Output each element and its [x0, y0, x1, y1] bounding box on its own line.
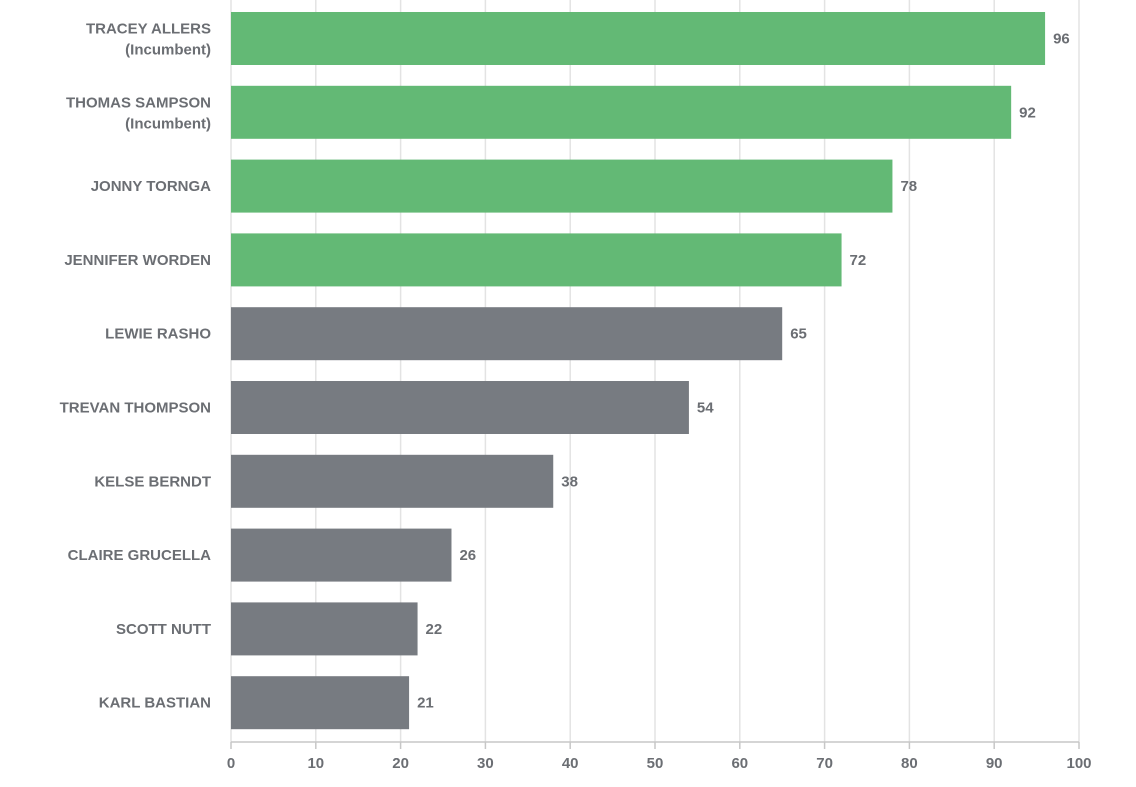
value-labels: 96 92 78 72 65 54 38 26 22 21	[417, 31, 1070, 712]
x-tick-label: 10	[307, 755, 324, 772]
x-tick-label: 20	[392, 755, 409, 772]
bar	[231, 528, 452, 582]
category-note: (Incumbent)	[125, 42, 211, 59]
category-label: TREVAN THOMPSON	[60, 400, 211, 417]
category-labels: TRACEY ALLERS (Incumbent) THOMAS SAMPSON (I…	[60, 21, 212, 712]
data-label: 21	[417, 695, 434, 712]
data-label: 65	[790, 326, 807, 343]
category-label: KARL BASTIAN	[99, 695, 211, 712]
category-label: JONNY TORNGA	[91, 178, 211, 195]
x-tick-label: 50	[647, 755, 664, 772]
category-label: THOMAS SAMPSON	[66, 94, 211, 111]
data-label: 96	[1053, 31, 1070, 48]
x-tick-label: 90	[986, 755, 1003, 772]
x-tick-label: 30	[477, 755, 494, 772]
category-label: CLAIRE GRUCELLA	[68, 547, 211, 564]
bar	[231, 12, 1046, 65]
category-label: SCOTT NUTT	[116, 621, 211, 638]
x-tick-label: 80	[901, 755, 918, 772]
data-label: 22	[426, 621, 443, 638]
x-tick-label: 0	[227, 755, 235, 772]
x-tick-label: 70	[816, 755, 833, 772]
bar	[231, 307, 783, 361]
category-label: KELSE BERNDT	[94, 473, 211, 490]
bar	[231, 159, 893, 213]
bar	[231, 381, 689, 434]
bar	[231, 602, 418, 656]
data-label: 78	[900, 178, 917, 195]
data-label: 26	[459, 547, 476, 564]
data-label: 92	[1019, 104, 1036, 121]
data-label: 72	[850, 252, 867, 269]
x-axis: 0 10 20 30 40 50 60 70 80 90 100	[227, 741, 1092, 772]
bars	[231, 12, 1046, 730]
x-tick-label: 60	[731, 755, 748, 772]
x-tick-label: 100	[1066, 755, 1091, 772]
bar	[231, 233, 842, 287]
category-label: LEWIE RASHO	[105, 326, 211, 343]
x-tick-label: 40	[562, 755, 579, 772]
category-note: (Incumbent)	[125, 115, 211, 132]
category-label: TRACEY ALLERS	[86, 21, 211, 38]
data-label: 38	[561, 473, 578, 490]
category-label: JENNIFER WORDEN	[64, 252, 211, 269]
data-label: 54	[697, 400, 714, 417]
bar	[231, 676, 410, 730]
bar	[231, 85, 1012, 139]
bar	[231, 454, 554, 508]
